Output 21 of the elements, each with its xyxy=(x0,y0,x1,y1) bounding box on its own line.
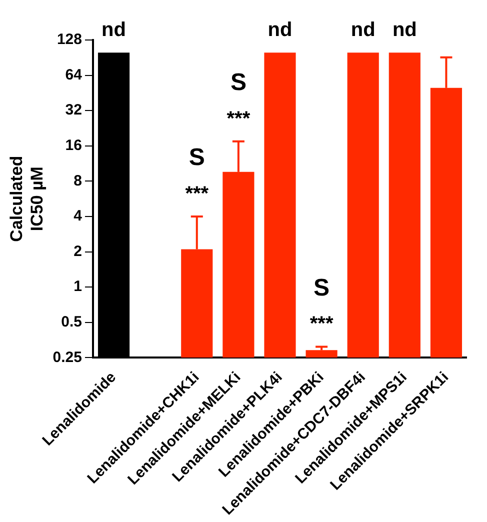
annotation: S xyxy=(230,68,246,96)
y-tick-label: 8 xyxy=(74,172,82,190)
y-tick-label: 16 xyxy=(65,137,82,154)
annotation: nd xyxy=(350,19,376,42)
y-tick-label: 128 xyxy=(56,31,82,48)
y-tick-label: 1 xyxy=(74,278,82,296)
annotation: S xyxy=(188,144,205,172)
annotation: S xyxy=(314,274,330,302)
y-tick-label: 64 xyxy=(65,66,83,84)
annotation: nd xyxy=(392,19,417,42)
annotation: *** xyxy=(226,108,250,130)
annotation: nd xyxy=(102,19,126,42)
y-axis-title: Calculated IC50 µM xyxy=(6,156,46,242)
y-tick-label: 2 xyxy=(74,242,82,260)
annotation: *** xyxy=(310,313,334,336)
y-tick-label: 32 xyxy=(65,102,82,119)
y-tick-label: 0.25 xyxy=(52,348,82,366)
annotation: *** xyxy=(185,182,209,205)
y-tick-label: 4 xyxy=(74,208,83,225)
annotation: nd xyxy=(268,19,292,42)
y-tick-label: 0.5 xyxy=(61,314,82,331)
